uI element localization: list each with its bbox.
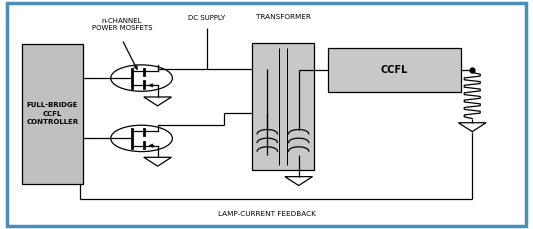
Bar [22,44,83,184]
Text: DC SUPPLY: DC SUPPLY [188,15,225,21]
Bar [252,43,314,170]
Text: n-CHANNEL
POWER MOSFETS: n-CHANNEL POWER MOSFETS [92,18,152,31]
Text: LAMP-CURRENT FEEDBACK: LAMP-CURRENT FEEDBACK [217,210,316,216]
Text: CCFL: CCFL [381,65,408,75]
Bar [328,49,461,92]
Text: TRANSFORMER: TRANSFORMER [255,14,310,20]
Text: FULL-BRIDGE
CCFL
CONTROLLER: FULL-BRIDGE CCFL CONTROLLER [27,102,79,125]
